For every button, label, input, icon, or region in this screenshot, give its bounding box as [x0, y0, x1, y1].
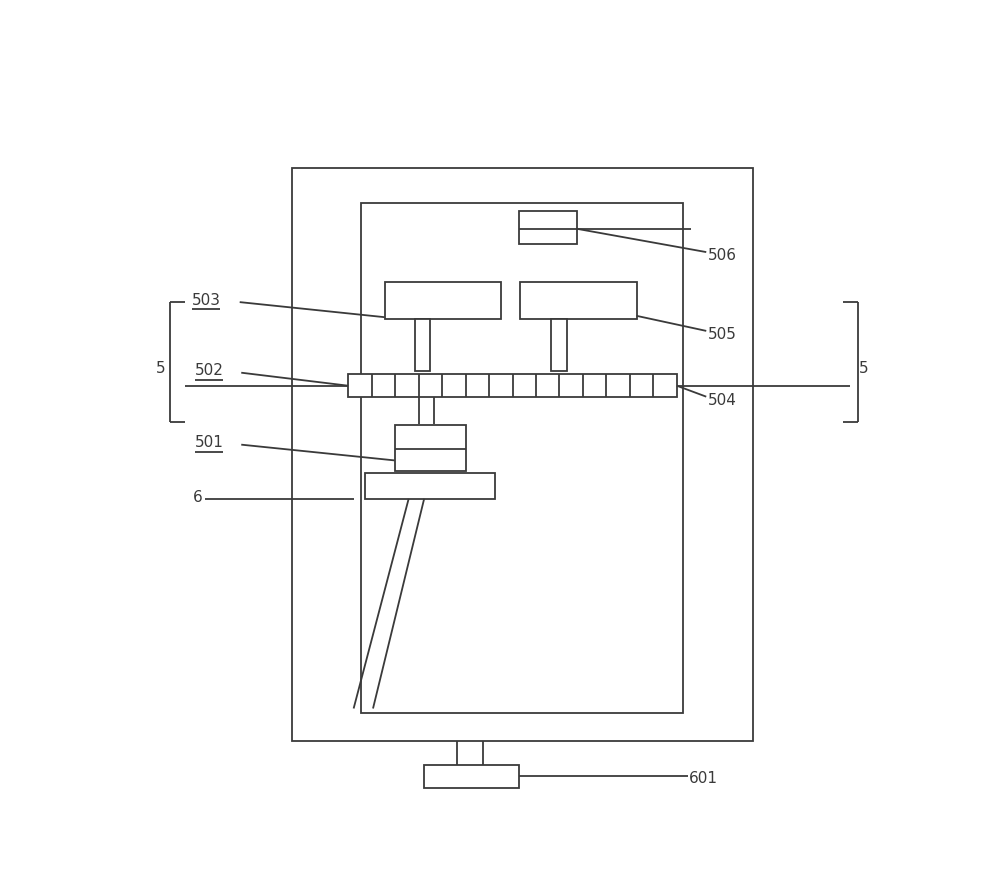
- Text: 6: 6: [192, 490, 202, 505]
- Bar: [385, 281, 501, 320]
- Bar: [361, 203, 683, 713]
- Text: 506: 506: [708, 248, 737, 263]
- Bar: [365, 473, 495, 498]
- Text: 503: 503: [192, 293, 221, 308]
- Bar: [520, 281, 637, 320]
- Text: 502: 502: [195, 363, 224, 378]
- Bar: [348, 374, 677, 397]
- Text: 5: 5: [156, 361, 165, 376]
- Text: 501: 501: [195, 435, 224, 450]
- Bar: [292, 168, 753, 740]
- Text: 505: 505: [708, 327, 737, 342]
- Text: 601: 601: [689, 771, 718, 786]
- Bar: [519, 211, 577, 244]
- Bar: [424, 765, 519, 788]
- Text: 504: 504: [708, 392, 737, 408]
- Bar: [551, 320, 567, 370]
- Text: 5: 5: [859, 361, 868, 376]
- Bar: [395, 425, 466, 472]
- Bar: [415, 320, 430, 370]
